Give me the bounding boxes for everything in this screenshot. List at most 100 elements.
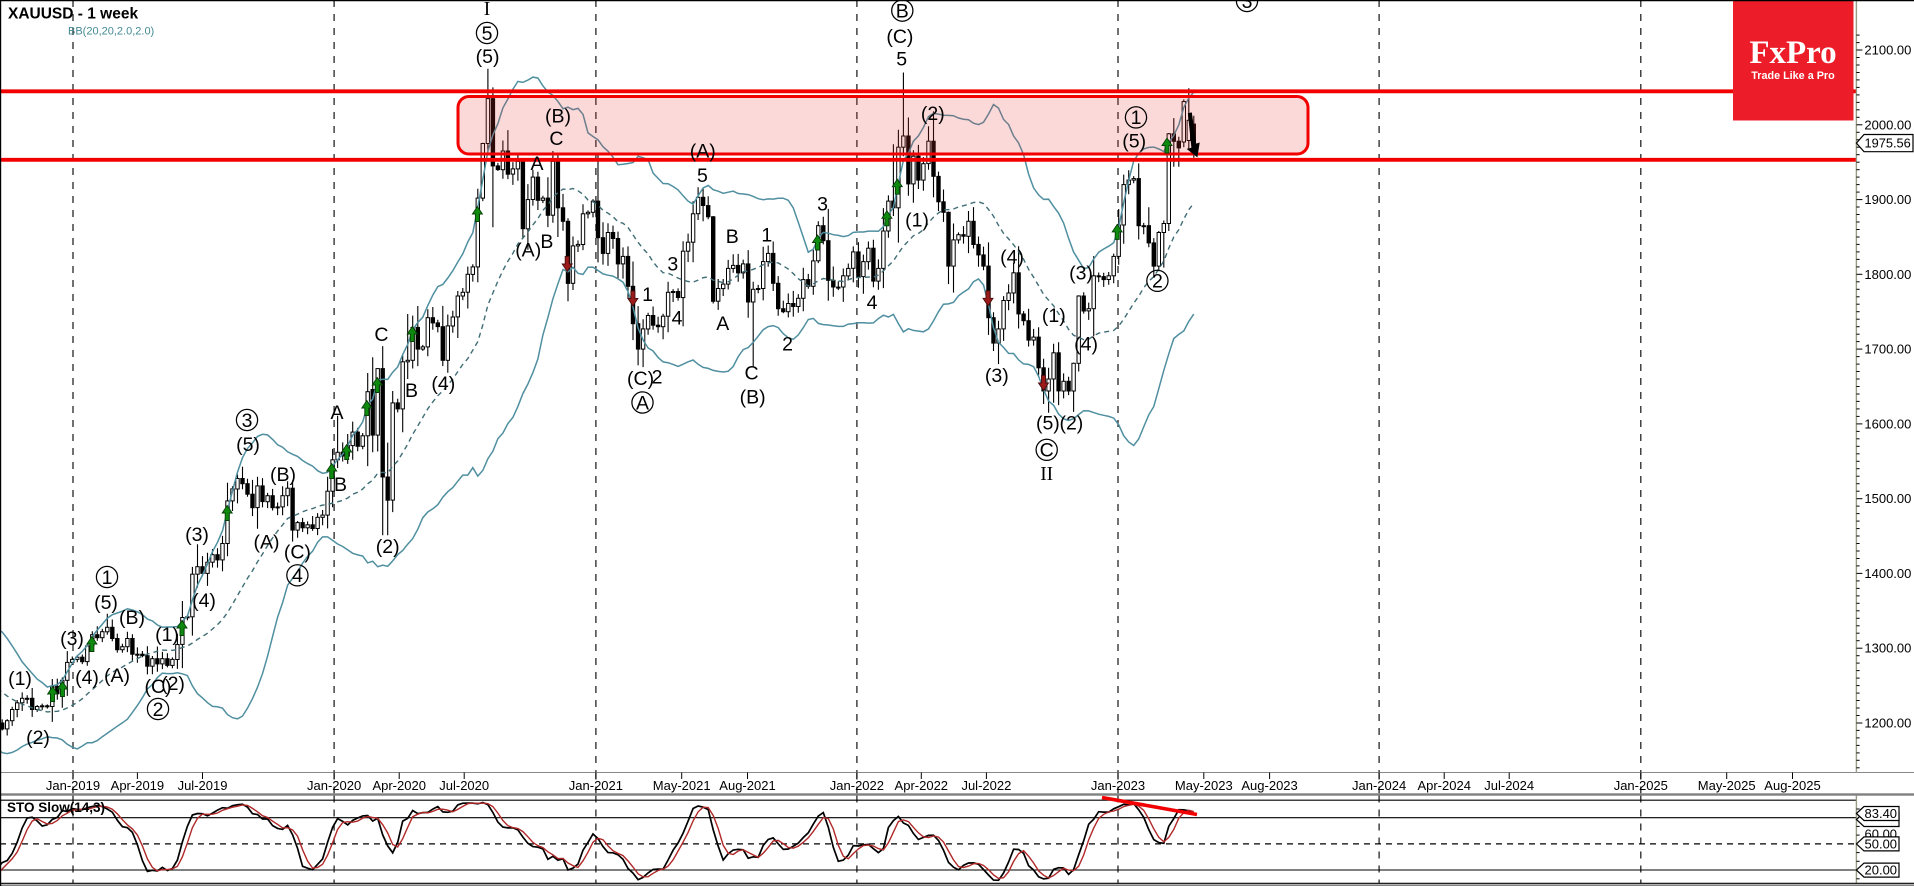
svg-text:(2): (2) (1059, 413, 1083, 435)
svg-text:C: C (744, 362, 758, 384)
svg-text:(B): (B) (270, 464, 296, 486)
svg-text:1400.00: 1400.00 (1864, 566, 1911, 581)
svg-text:C: C (1040, 440, 1054, 462)
svg-text:3: 3 (242, 410, 253, 432)
svg-text:B: B (405, 380, 418, 402)
svg-text:B: B (334, 474, 347, 496)
svg-text:(2): (2) (921, 103, 945, 125)
svg-text:(5): (5) (236, 434, 260, 456)
svg-text:1600.00: 1600.00 (1864, 416, 1911, 431)
svg-text:Jul-2024: Jul-2024 (1484, 778, 1534, 793)
svg-text:STO Slow(14,3): STO Slow(14,3) (7, 800, 105, 815)
svg-text:Jan-2024: Jan-2024 (1352, 778, 1406, 793)
svg-text:1: 1 (761, 225, 772, 247)
svg-text:(4): (4) (431, 373, 455, 395)
svg-text:1800.00: 1800.00 (1864, 267, 1911, 282)
svg-text:B: B (896, 0, 909, 22)
svg-text:Jan-2019: Jan-2019 (46, 778, 100, 793)
svg-text:Jul-2020: Jul-2020 (439, 778, 489, 793)
svg-text:(A): (A) (690, 141, 716, 163)
svg-text:(2): (2) (161, 673, 185, 695)
svg-text:A: A (716, 313, 729, 335)
svg-text:Trade Like a Pro: Trade Like a Pro (1751, 70, 1835, 82)
svg-text:3: 3 (667, 253, 678, 275)
svg-text:(4): (4) (1000, 246, 1024, 268)
svg-text:(2): (2) (376, 536, 400, 558)
svg-text:Apr-2020: Apr-2020 (372, 778, 425, 793)
svg-text:May-2025: May-2025 (1698, 778, 1756, 793)
svg-text:(5): (5) (476, 46, 500, 68)
svg-text:(2): (2) (26, 727, 50, 749)
svg-text:(1): (1) (1042, 305, 1066, 327)
svg-text:4: 4 (672, 308, 683, 330)
svg-text:1: 1 (642, 284, 653, 306)
svg-text:1300.00: 1300.00 (1864, 641, 1911, 656)
svg-text:(C): (C) (144, 676, 171, 698)
svg-text:2: 2 (1152, 271, 1163, 293)
svg-text:Apr-2022: Apr-2022 (895, 778, 948, 793)
svg-text:2: 2 (652, 367, 663, 389)
svg-text:1200.00: 1200.00 (1864, 716, 1911, 731)
svg-text:C: C (549, 128, 563, 150)
svg-text:(3): (3) (60, 628, 84, 650)
svg-text:BB(20,20,2.0,2.0): BB(20,20,2.0,2.0) (68, 26, 154, 38)
svg-text:(3): (3) (185, 524, 209, 546)
svg-text:(4): (4) (1074, 333, 1098, 355)
svg-text:B: B (540, 231, 553, 253)
svg-text:Jan-2023: Jan-2023 (1091, 778, 1145, 793)
svg-text:Aug-2025: Aug-2025 (1764, 778, 1820, 793)
svg-text:Apr-2019: Apr-2019 (111, 778, 164, 793)
svg-text:(5): (5) (1122, 131, 1146, 153)
svg-text:Jul-2022: Jul-2022 (961, 778, 1011, 793)
svg-text:2100.00: 2100.00 (1864, 43, 1911, 58)
svg-text:A: A (330, 402, 343, 424)
svg-text:Jan-2022: Jan-2022 (830, 778, 884, 793)
svg-text:1975.56: 1975.56 (1865, 136, 1911, 151)
svg-text:2: 2 (782, 334, 793, 356)
svg-text:(5): (5) (1036, 413, 1060, 435)
svg-text:2: 2 (153, 699, 164, 721)
svg-text:(A): (A) (104, 665, 130, 687)
svg-text:5: 5 (697, 165, 708, 187)
svg-text:Aug-2023: Aug-2023 (1241, 778, 1297, 793)
svg-text:B: B (726, 226, 739, 248)
svg-text:FxPro: FxPro (1749, 35, 1836, 71)
svg-text:2000.00: 2000.00 (1864, 117, 1911, 132)
svg-text:(1): (1) (8, 668, 32, 690)
svg-text:Jan-2021: Jan-2021 (569, 778, 623, 793)
svg-text:1: 1 (102, 567, 113, 589)
svg-text:1: 1 (1131, 107, 1142, 129)
svg-text:50.00: 50.00 (1865, 836, 1898, 851)
svg-text:1900.00: 1900.00 (1864, 192, 1911, 207)
svg-text:(1): (1) (905, 209, 929, 231)
svg-text:20.00: 20.00 (1865, 863, 1898, 878)
svg-text:(B): (B) (119, 607, 145, 629)
svg-text:83.40: 83.40 (1865, 806, 1898, 821)
svg-text:4: 4 (867, 292, 878, 314)
svg-text:(3): (3) (985, 365, 1009, 387)
svg-text:(1): (1) (155, 624, 179, 646)
svg-text:(4): (4) (192, 590, 216, 612)
svg-text:Jul-2019: Jul-2019 (178, 778, 228, 793)
svg-text:Aug-2021: Aug-2021 (719, 778, 775, 793)
svg-text:(A): (A) (254, 531, 280, 553)
svg-text:1500.00: 1500.00 (1864, 491, 1911, 506)
svg-text:(B): (B) (545, 105, 571, 127)
svg-text:May-2023: May-2023 (1175, 778, 1233, 793)
svg-text:(3): (3) (1069, 263, 1093, 285)
svg-text:3: 3 (817, 194, 828, 216)
svg-text:3: 3 (1242, 0, 1253, 13)
svg-text:5: 5 (896, 49, 907, 71)
svg-text:(B): (B) (740, 387, 766, 409)
svg-text:Jan-2020: Jan-2020 (307, 778, 361, 793)
svg-text:A: A (636, 392, 649, 414)
svg-text:May-2021: May-2021 (653, 778, 711, 793)
svg-text:C: C (374, 324, 388, 346)
svg-text:(4): (4) (75, 667, 99, 689)
svg-text:(C): (C) (284, 541, 311, 563)
svg-text:Apr-2024: Apr-2024 (1417, 778, 1470, 793)
svg-text:II: II (1040, 464, 1053, 485)
svg-text:(C): (C) (627, 368, 654, 390)
svg-text:(A): (A) (515, 240, 541, 262)
svg-text:4: 4 (292, 565, 303, 587)
